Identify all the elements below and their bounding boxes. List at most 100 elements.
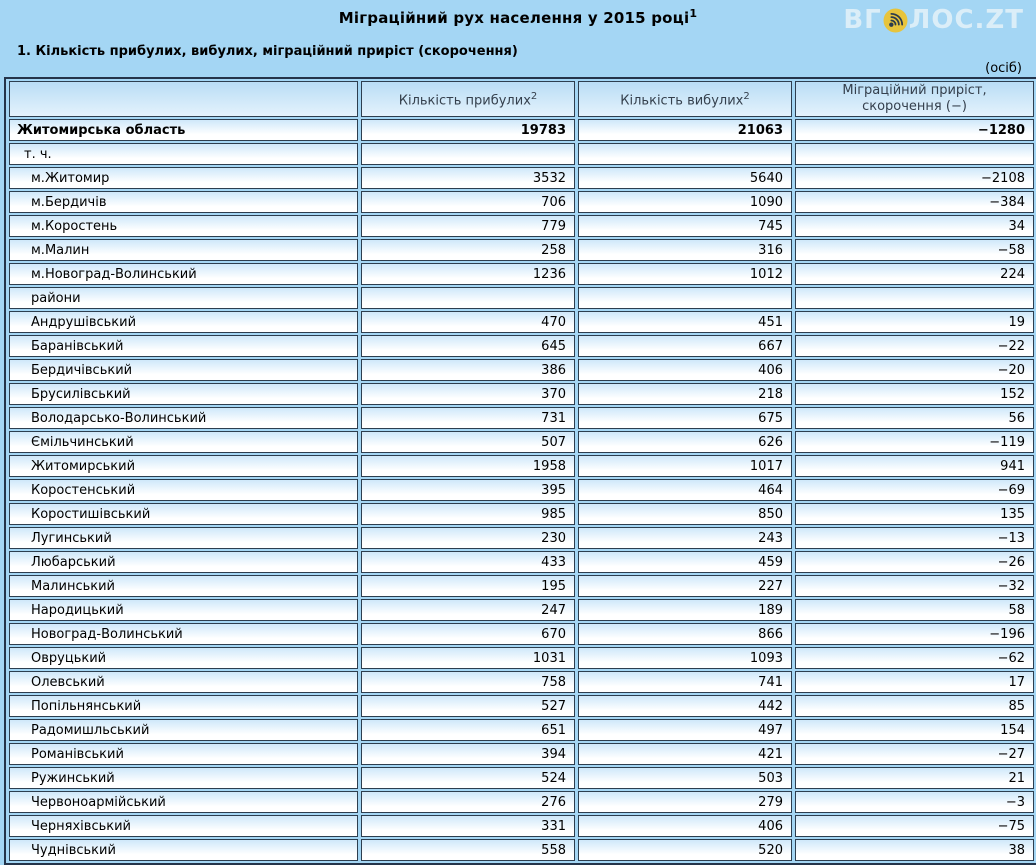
arrived-value-cell: 230	[361, 527, 575, 549]
territory-name-cell: Коростенський	[9, 479, 358, 501]
net-migration-value-cell: −62	[795, 647, 1034, 669]
table-row: т. ч.	[9, 143, 1034, 165]
territory-name-cell: Олевський	[9, 671, 358, 693]
arrived-value-cell: 370	[361, 383, 575, 405]
departed-value-cell: 1017	[578, 455, 792, 477]
net-migration-value-cell: 17	[795, 671, 1034, 693]
page-title-text: Міграційний рух населення у 2015 році	[338, 9, 690, 27]
table-row: Радомишльський 651 497 154	[9, 719, 1034, 741]
footnote-marker-2: 2	[530, 90, 538, 102]
net-migration-value-cell: 34	[795, 215, 1034, 237]
arrived-value-cell: 758	[361, 671, 575, 693]
arrived-value-cell: 558	[361, 839, 575, 861]
departed-value-cell: 5640	[578, 167, 792, 189]
territory-name-cell: Лугинський	[9, 527, 358, 549]
table-row: Андрушівський 470 451 19	[9, 311, 1034, 333]
territory-name-cell: м.Малин	[9, 239, 358, 261]
departed-value-cell: 464	[578, 479, 792, 501]
table-row: м.Бердичів 706 1090 −384	[9, 191, 1034, 213]
net-migration-value-cell: 152	[795, 383, 1034, 405]
table-row: Романівський 394 421 −27	[9, 743, 1034, 765]
departed-value-cell: 459	[578, 551, 792, 573]
net-migration-value-cell: −27	[795, 743, 1034, 765]
unit-note: (осіб)	[985, 61, 1022, 76]
departed-value-cell: 189	[578, 599, 792, 621]
net-migration-value-cell: −2108	[795, 167, 1034, 189]
territory-name-cell: Ружинський	[9, 767, 358, 789]
arrived-value-cell: 1236	[361, 263, 575, 285]
territory-name-cell: Житомирський	[9, 455, 358, 477]
territory-name-cell: Народицький	[9, 599, 358, 621]
table-row: Баранівський 645 667 −22	[9, 335, 1034, 357]
broadcast-icon	[883, 8, 908, 33]
territory-name-cell: Овруцький	[9, 647, 358, 669]
territory-name-cell: Радомишльський	[9, 719, 358, 741]
territory-name-cell: Любарський	[9, 551, 358, 573]
net-migration-value-cell: −384	[795, 191, 1034, 213]
departed-value-cell: 316	[578, 239, 792, 261]
table-row: Малинський 195 227 −32	[9, 575, 1034, 597]
departed-value-cell: 442	[578, 695, 792, 717]
arrived-value-cell: 1031	[361, 647, 575, 669]
arrived-value-cell: 258	[361, 239, 575, 261]
departed-value-cell: 451	[578, 311, 792, 333]
arrived-value-cell: 19783	[361, 119, 575, 141]
table-row: Чуднівський 558 520 38	[9, 839, 1034, 861]
logo-text-suffix: ЛОС.ZT	[908, 5, 1024, 35]
arrived-value-cell: 3532	[361, 167, 575, 189]
net-migration-value-cell: 21	[795, 767, 1034, 789]
net-migration-value-cell: −13	[795, 527, 1034, 549]
net-migration-value-cell	[795, 143, 1034, 165]
net-migration-value-cell: 58	[795, 599, 1034, 621]
arrived-value-cell: 507	[361, 431, 575, 453]
departed-value-cell: 421	[578, 743, 792, 765]
departed-value-cell	[578, 287, 792, 309]
table-row: Овруцький 1031 1093 −62	[9, 647, 1034, 669]
section-title: 1. Кількість прибулих, вибулих, міграцій…	[17, 44, 518, 59]
arrived-value-cell: 527	[361, 695, 575, 717]
table-row: Коростенський 395 464 −69	[9, 479, 1034, 501]
arrived-value-cell: 470	[361, 311, 575, 333]
table-row: Житомирська область 19783 21063 −1280	[9, 119, 1034, 141]
territory-name-cell: Ємільчинський	[9, 431, 358, 453]
departed-value-cell: 667	[578, 335, 792, 357]
table-row: м.Житомир 3532 5640 −2108	[9, 167, 1034, 189]
departed-value-cell: 218	[578, 383, 792, 405]
departed-value-cell: 227	[578, 575, 792, 597]
territory-name-cell: Бердичівський	[9, 359, 358, 381]
arrived-value-cell: 1958	[361, 455, 575, 477]
territory-name-cell: Романівський	[9, 743, 358, 765]
net-migration-value-cell: 135	[795, 503, 1034, 525]
net-migration-value-cell: 56	[795, 407, 1034, 429]
departed-value-cell: 279	[578, 791, 792, 813]
site-logo: ВГ ЛОС.ZT	[843, 7, 1024, 33]
table-row: м.Коростень 779 745 34	[9, 215, 1034, 237]
arrived-value-cell: 195	[361, 575, 575, 597]
net-migration-value-cell: −75	[795, 815, 1034, 837]
net-migration-value-cell: −22	[795, 335, 1034, 357]
table-header: Кількість прибулих2 Кількість вибулих2 М…	[9, 81, 1034, 117]
territory-name-cell: Новоград-Волинський	[9, 623, 358, 645]
arrived-value-cell: 395	[361, 479, 575, 501]
table-row: Народицький 247 189 58	[9, 599, 1034, 621]
territory-name-cell: м.Коростень	[9, 215, 358, 237]
territory-name-cell: Черняхівський	[9, 815, 358, 837]
territory-name-cell: м.Житомир	[9, 167, 358, 189]
arrived-value-cell: 645	[361, 335, 575, 357]
departed-value-cell: 520	[578, 839, 792, 861]
territory-name-cell: т. ч.	[9, 143, 358, 165]
departed-value-cell	[578, 143, 792, 165]
footnote-marker-2: 2	[743, 90, 750, 102]
arrived-value-cell: 670	[361, 623, 575, 645]
migration-table: Кількість прибулих2 Кількість вибулих2 М…	[4, 77, 1036, 865]
table-row: Лугинський 230 243 −13	[9, 527, 1034, 549]
departed-value-cell: 745	[578, 215, 792, 237]
territory-name-cell: Червоноармійський	[9, 791, 358, 813]
table-body: Житомирська область 19783 21063 −1280 т. ч. м…	[9, 119, 1034, 861]
net-migration-value-cell: 154	[795, 719, 1034, 741]
territory-name-cell: Баранівський	[9, 335, 358, 357]
arrived-value-cell: 331	[361, 815, 575, 837]
net-migration-value-cell: 38	[795, 839, 1034, 861]
territory-name-cell: Андрушівський	[9, 311, 358, 333]
table-row: Ємільчинський 507 626 −119	[9, 431, 1034, 453]
